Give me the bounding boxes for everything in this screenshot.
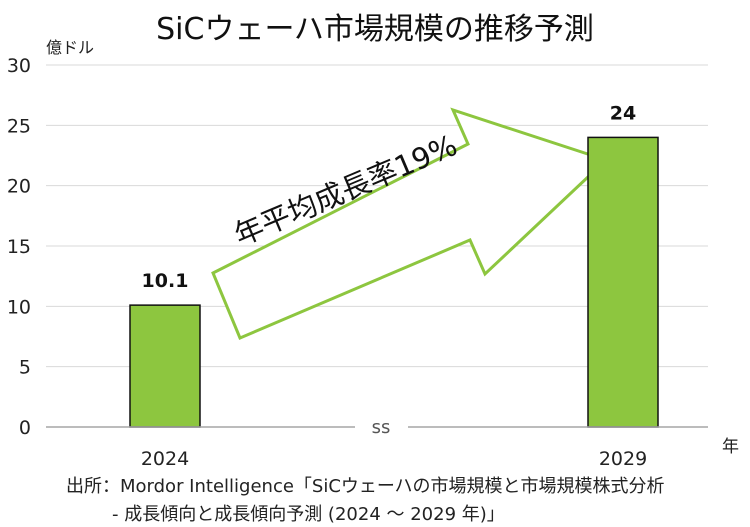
y-tick-label: 10 [7, 296, 31, 318]
y-tick-label: 5 [19, 357, 31, 379]
y-axis-unit: 億ドル [46, 38, 95, 57]
data-label: 24 [610, 102, 636, 124]
y-tick-label: 15 [7, 236, 31, 258]
data-label: 10.1 [142, 270, 189, 292]
x-tick-label: 2024 [141, 448, 189, 470]
y-tick-label: 25 [7, 115, 31, 137]
axis-break-mark: ss [372, 417, 391, 438]
bar-2024 [129, 304, 201, 428]
growth-arrow [211, 107, 609, 340]
chart-title: SiCウェーハ市場規模の推移予測 [156, 12, 594, 47]
x-axis-unit: 年 [722, 437, 739, 457]
x-axis: ss 2024 2029 [46, 417, 708, 470]
x-tick-label: 2029 [599, 448, 647, 470]
y-tick-label: 0 [19, 417, 31, 439]
source-line-2: - 成長傾向と成長傾向予測 (2024 ～ 2029 年)」 [112, 504, 505, 525]
y-tick-label: 20 [7, 176, 31, 198]
source-line-1: 出所：Mordor Intelligence「SiCウェーハの市場規模と市場規模… [66, 476, 665, 497]
y-axis: 0 5 10 15 20 25 30 [7, 55, 31, 439]
y-tick-label: 30 [7, 55, 31, 77]
bar-2029 [587, 136, 659, 428]
bars: 10.1 24 [129, 102, 659, 428]
